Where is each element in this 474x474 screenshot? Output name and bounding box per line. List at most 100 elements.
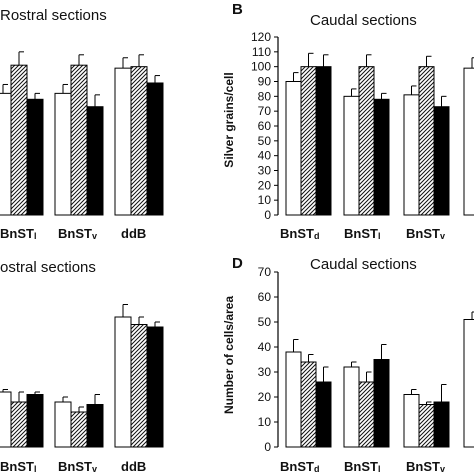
panel-a-bar-hatched-bnstl — [10, 64, 28, 216]
panel-a-bar-open-bnstl — [0, 92, 12, 216]
panel-a-error-bar — [18, 51, 24, 66]
panel-a-category-label: ddB — [121, 226, 146, 241]
panel-d-error-bar — [381, 344, 387, 360]
panel-d: D Caudal sections Number of cells/area 0… — [222, 255, 474, 474]
panel-c-title: ostral sections — [0, 259, 96, 276]
panel-d-error-bar — [471, 311, 474, 320]
panel-c-category-label: ddB — [121, 459, 146, 474]
panel-d-label: D — [232, 255, 243, 272]
panel-d-y-tick-label: 10 — [258, 415, 272, 429]
panel-a-bars — [0, 51, 164, 216]
panel-a-category-label: BnSTl — [0, 226, 36, 241]
panel-d-bars — [285, 311, 474, 448]
panel-a-title: Rostral sections — [0, 7, 107, 24]
panel-d-bar-filled-bnstv — [433, 401, 450, 448]
panel-d-error-bar — [351, 361, 357, 367]
panel-a-category-label: BnSTv — [58, 226, 97, 241]
panel-b-error-bar — [351, 88, 357, 97]
panel-d-bar-hatched-bnstv — [418, 404, 435, 448]
panel-d-category-label: BnSTl — [344, 459, 380, 474]
panel-b-bar-filled-bnstl — [373, 98, 390, 216]
panel-d-y-tick-label: 50 — [258, 315, 272, 329]
panel-b-y-axis-label: Silver grains/cell — [222, 72, 236, 167]
panel-d-error-bar — [441, 384, 447, 402]
panel-b-error-bar — [366, 54, 372, 67]
panel-b-error-bar — [381, 92, 387, 100]
panel-b-error-bar — [411, 85, 417, 95]
panel-d-y-tick-label: 60 — [258, 290, 272, 304]
panel-b-category-label: BnSTl — [344, 226, 380, 241]
panel-a-bar-hatched-bnstv — [70, 64, 88, 216]
panel-d-y-axis: 0 10 20 30 40 50 60 70 — [258, 265, 279, 454]
panel-a: Rostral sections BnSTl BnSTv ddB — [0, 7, 164, 241]
panel-b-error-bar — [426, 55, 432, 67]
panel-c-category-label: BnSTl — [0, 459, 36, 474]
panel-a-bar-open-ddb — [114, 67, 132, 216]
panel-d-error-bar — [426, 401, 432, 405]
panel-b-y-tick-label: 60 — [258, 119, 272, 133]
panel-d-error-bar — [308, 354, 314, 362]
panel-b-y-tick-label: 90 — [258, 75, 272, 89]
panel-c-error-bar — [138, 316, 144, 325]
panel-c-bar-open-bnstv — [54, 401, 72, 448]
panel-a-error-bar — [154, 75, 160, 83]
panel-a-error-bar — [34, 92, 40, 100]
panel-c-error-bar — [122, 304, 128, 317]
panel-b-category-labels: BnSTd BnSTl BnSTv — [280, 226, 445, 241]
panel-c-bar-open-ddb — [114, 316, 132, 448]
panel-a-bar-open-bnstv — [54, 92, 72, 216]
panel-b-bar-open-bnstv — [403, 94, 420, 216]
panel-b-error-bar — [293, 72, 299, 82]
panel-b-y-tick-label: 110 — [252, 45, 271, 59]
panel-a-error-bar — [62, 83, 68, 94]
panel-c: ostral sections BnSTl BnSTv ddB — [0, 259, 164, 474]
panel-c-bar-open-bnstl — [0, 391, 12, 448]
panel-d-category-labels: BnSTd BnSTl BnSTv — [280, 459, 445, 474]
panel-d-error-bar — [411, 389, 417, 395]
panel-c-error-bar — [2, 389, 8, 392]
panel-b-bar-open-bnstl — [343, 95, 360, 216]
panel-b-y-tick-label: 100 — [251, 60, 271, 74]
panel-d-title: Caudal sections — [310, 256, 417, 273]
panel-c-bar-filled-bnstv — [86, 404, 104, 448]
panel-b-y-tick-label: 50 — [258, 134, 272, 148]
panel-d-bar-open-bnstd — [285, 351, 302, 448]
panel-c-error-bar — [78, 406, 84, 412]
panel-b-y-tick-label: 40 — [258, 149, 272, 163]
panel-c-bar-hatched-bnstl — [10, 401, 28, 448]
panel-a-bar-hatched-ddb — [130, 66, 148, 216]
panel-b-y-tick-label: 10 — [258, 193, 272, 207]
panel-c-category-labels: BnSTl BnSTv ddB — [0, 459, 146, 474]
panel-b-bar-hatched-bnstl — [358, 66, 375, 216]
panel-c-bars — [0, 304, 164, 448]
panel-d-y-axis-label: Number of cells/area — [222, 296, 236, 414]
panel-d-error-bar — [293, 339, 299, 352]
panel-d-bar-open-bnstv — [403, 394, 420, 448]
panel-b-title: Caudal sections — [310, 12, 417, 29]
panel-b-y-tick-label: 0 — [264, 208, 271, 222]
panel-a-error-bar — [138, 54, 144, 67]
panel-d-bar-hatched-bnstl — [358, 381, 375, 448]
panel-c-error-bar — [18, 391, 24, 402]
panel-d-bar-filled-bnstd — [315, 381, 332, 448]
panel-a-error-bar — [94, 94, 100, 107]
panel-b-bar-hatched-bnstd — [300, 66, 317, 216]
panel-b-bars — [285, 52, 474, 216]
panel-a-category-labels: BnSTl BnSTv ddB — [0, 226, 146, 241]
panel-a-bar-filled-ddb — [146, 82, 164, 216]
panel-b-error-bar — [441, 95, 447, 107]
panel-d-bar-open-bnstl — [343, 366, 360, 448]
panel-b-label: B — [232, 1, 243, 18]
panel-c-error-bar — [62, 396, 68, 402]
panel-b-bar-hatched-bnstv — [418, 66, 435, 216]
panel-b-error-bar — [471, 57, 474, 69]
panel-a-error-bar — [2, 83, 8, 94]
panel-b-y-tick-label: 120 — [251, 30, 271, 44]
panel-d-y-tick-label: 0 — [264, 440, 271, 454]
panel-d-bar-filled-bnstl — [373, 359, 390, 448]
panel-a-bar-filled-bnstv — [86, 106, 104, 216]
panel-c-bar-filled-ddb — [146, 326, 164, 448]
panel-b-y-tick-label: 70 — [258, 104, 272, 118]
panel-a-error-bar — [122, 57, 128, 69]
